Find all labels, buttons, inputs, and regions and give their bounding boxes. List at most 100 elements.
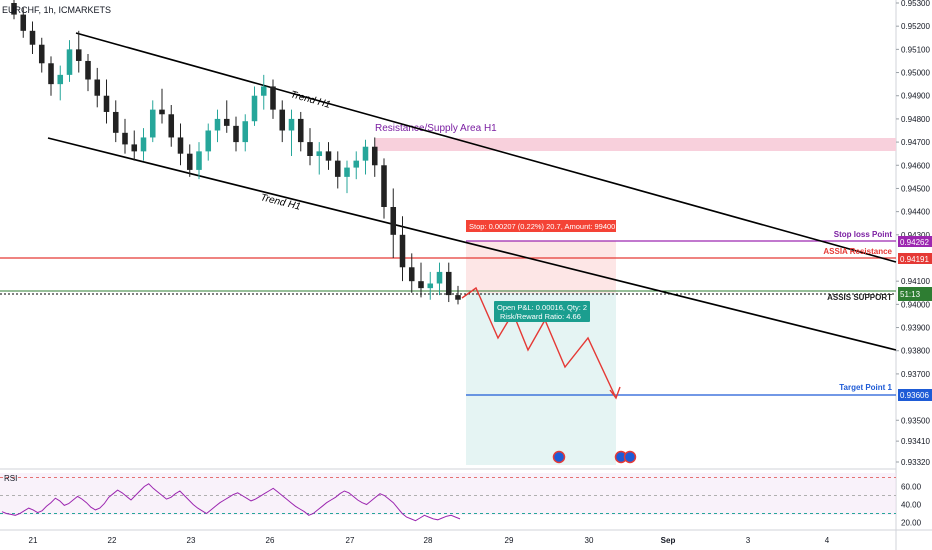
supply-zone-label: Resistance/Supply Area H1: [375, 123, 497, 134]
pnl-info-label-bg: [494, 301, 590, 322]
target-price-tag: 0.93606: [900, 391, 929, 400]
projection-arrowhead: [609, 386, 621, 400]
price-tick-label: 0.95100: [901, 45, 930, 54]
candle-body[interactable]: [381, 165, 387, 207]
candle-body[interactable]: [279, 109, 286, 131]
candle-body[interactable]: [445, 271, 452, 296]
price-pane[interactable]: [0, 0, 896, 468]
candle-body[interactable]: [48, 63, 54, 85]
candle-body[interactable]: [177, 137, 184, 154]
candle-body[interactable]: [205, 130, 212, 152]
candle-body[interactable]: [344, 167, 350, 177]
candle-body[interactable]: [38, 44, 45, 64]
candle-body[interactable]: [390, 207, 397, 235]
candle-body[interactable]: [112, 111, 119, 133]
candle-body[interactable]: [159, 109, 165, 115]
candle-body[interactable]: [57, 74, 64, 85]
stop-info-label-bg: [466, 220, 616, 232]
candle-body[interactable]: [131, 144, 138, 152]
candle-body[interactable]: [196, 151, 202, 170]
candle-body[interactable]: [408, 267, 415, 282]
time-tick-label: 29: [505, 536, 514, 545]
rsi-levels: [0, 477, 896, 514]
event-marker-icon[interactable]: [552, 450, 566, 464]
time-tick-label: 30: [585, 536, 594, 545]
candle-body[interactable]: [168, 114, 175, 138]
stop-loss-price-tag-bg: [898, 236, 932, 247]
candle-body[interactable]: [307, 142, 313, 156]
rsi-tick-label: 20.00: [901, 519, 922, 528]
candle-body[interactable]: [297, 118, 304, 143]
symbol-label: EURCHF, 1h, ICMARKETS: [2, 5, 111, 15]
candle-body[interactable]: [11, 3, 17, 15]
supply-zone: [375, 138, 896, 151]
support-label: ASSIS SUPPORT: [827, 293, 892, 302]
stop-loss-label: Stop loss Point: [834, 230, 893, 239]
risk-box[interactable]: [466, 241, 616, 293]
candle-body[interactable]: [334, 160, 341, 177]
candlestick-series[interactable]: [11, 0, 461, 305]
price-tick-label: 0.94900: [901, 92, 930, 101]
price-axis[interactable]: 0.95300 0.95200 0.95100 0.95000 0.94900 0.948…: [896, 0, 930, 467]
candle-body[interactable]: [103, 95, 110, 112]
resistance-price-tag: 0.94191: [900, 255, 929, 264]
candle-body[interactable]: [186, 153, 193, 170]
price-tick-label: 0.93700: [901, 370, 930, 379]
time-tick-label: 21: [29, 536, 38, 545]
candle-body[interactable]: [371, 146, 378, 166]
candle-body[interactable]: [20, 14, 27, 31]
candle-body[interactable]: [316, 151, 323, 156]
stop-loss-price-tag: 0.94262: [900, 238, 929, 247]
event-markers[interactable]: [552, 450, 637, 464]
rsi-line[interactable]: [1, 483, 461, 522]
price-tick-label: 0.94700: [901, 138, 930, 147]
candle-body[interactable]: [223, 118, 230, 126]
candle-body[interactable]: [75, 49, 82, 61]
rsi-label: RSI: [4, 474, 17, 483]
projection-path: [461, 286, 617, 399]
candle-body[interactable]: [260, 86, 267, 96]
candle-body[interactable]: [214, 118, 221, 131]
candle-body[interactable]: [353, 160, 360, 168]
candle-body[interactable]: [122, 132, 128, 145]
price-tick-label: 0.93500: [901, 416, 930, 425]
candle-body[interactable]: [288, 118, 295, 131]
price-tick-label: 0.93410: [901, 437, 930, 446]
candle-body[interactable]: [29, 30, 36, 45]
candle-body[interactable]: [399, 234, 406, 268]
candle-body[interactable]: [94, 79, 101, 96]
candle-body[interactable]: [140, 137, 147, 152]
candle-body[interactable]: [85, 60, 91, 80]
candle-body[interactable]: [362, 146, 369, 161]
candle-body[interactable]: [325, 151, 332, 161]
event-marker-icon[interactable]: [623, 450, 637, 464]
price-tick-label: 0.94800: [901, 115, 930, 124]
pnl-info-line2: Risk/Reward Ratio: 4.66: [500, 312, 581, 321]
time-tick-label: 23: [187, 536, 196, 545]
candle-body[interactable]: [418, 281, 424, 289]
trend-line-upper[interactable]: [75, 32, 897, 263]
candle-body[interactable]: [149, 109, 156, 138]
candle-body[interactable]: [455, 295, 461, 300]
candle-body[interactable]: [233, 125, 239, 143]
price-tick-label: 0.93320: [901, 458, 930, 467]
price-tick-label: 0.94500: [901, 184, 930, 193]
rsi-tick-label: 40.00: [901, 501, 922, 510]
candle-body[interactable]: [242, 121, 249, 143]
time-tick-label: 3: [746, 536, 751, 545]
price-tick-label: 0.93800: [901, 347, 930, 356]
candle-body[interactable]: [436, 271, 443, 284]
price-tick-label: 0.94300: [901, 231, 930, 240]
candle-body[interactable]: [427, 283, 434, 289]
candle-body[interactable]: [66, 49, 73, 75]
price-tick-label: 0.95200: [901, 22, 930, 31]
candle-body[interactable]: [270, 86, 276, 110]
candle-body[interactable]: [251, 95, 258, 122]
price-tick-label: 0.95300: [901, 0, 930, 8]
time-axis[interactable]: 21 22 23 26 27 28 29 30 Sep 3 4: [29, 536, 830, 545]
target-label: Target Point 1: [839, 383, 892, 392]
price-tick-label: 0.94100: [901, 277, 930, 286]
time-tick-label: Sep: [661, 536, 676, 545]
